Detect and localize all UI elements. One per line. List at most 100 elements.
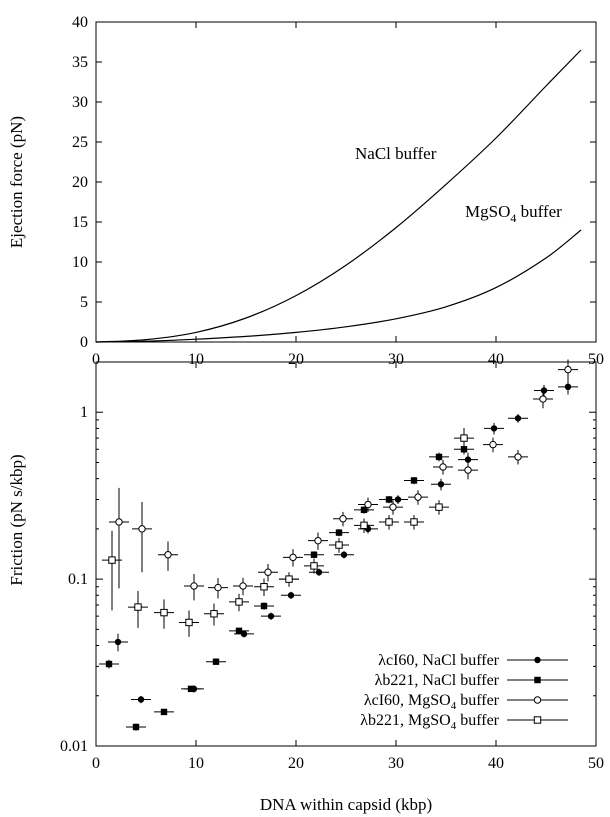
data-point	[335, 541, 343, 549]
x-axis-label: DNA within capsid (kbp)	[260, 795, 432, 814]
legend-label-tail: buffer	[456, 712, 499, 729]
data-point	[210, 610, 218, 618]
data-point	[289, 553, 297, 562]
data-point	[314, 536, 322, 545]
series-lines	[95, 49, 582, 343]
series-3	[102, 427, 474, 637]
data-point	[164, 551, 172, 559]
data-point	[360, 521, 368, 530]
data-point	[335, 529, 343, 536]
data-point	[235, 598, 243, 606]
legend-marker	[533, 696, 542, 704]
data-point	[264, 568, 272, 576]
x-tick-label: 30	[388, 351, 404, 368]
y-tick-label: 30	[72, 94, 88, 111]
axes: 0 10 20 30 40 50 0 5 10 15 20 25 30 35 40	[72, 14, 604, 368]
x-tick-label: 40	[488, 351, 504, 368]
data-point	[235, 627, 243, 635]
data-point	[310, 551, 318, 558]
y-tick-label: 15	[72, 214, 88, 231]
data-point	[489, 440, 497, 449]
friction-chart: Friction (pN s/kbp) DNA within capsid (k…	[7, 359, 604, 814]
data-point	[239, 582, 247, 590]
y-tick-label: 10	[72, 254, 88, 271]
data-point	[410, 477, 418, 484]
x-tick-label: 50	[588, 755, 604, 772]
data-point	[185, 618, 193, 627]
plot-frame	[95, 21, 597, 343]
legend-marker	[534, 656, 541, 664]
data-point	[435, 453, 443, 461]
y-axis-label: Ejection force (pN)	[7, 116, 26, 248]
data-point	[105, 660, 113, 668]
data-point	[539, 395, 547, 403]
data-point	[435, 503, 443, 511]
annotation-mgso4-sub: 4	[510, 211, 516, 225]
data-point	[339, 515, 347, 523]
y-tick-label: 5	[80, 294, 88, 311]
legend-label-main: λb221, MgSO	[360, 712, 450, 729]
data-point	[364, 500, 372, 509]
data-point	[460, 434, 468, 442]
data-point	[389, 503, 397, 511]
legend: λcI60, NaCl buffer λb221, NaCl buffer λcI6…	[360, 652, 568, 732]
data-point	[187, 685, 195, 693]
x-tick-label: 10	[188, 755, 204, 772]
data-point	[564, 365, 572, 374]
data-point	[285, 575, 293, 583]
data-point	[540, 387, 548, 394]
x-tick-label: 40	[488, 755, 504, 772]
data-point	[464, 456, 472, 463]
legend-marker	[534, 676, 541, 684]
legend-marker	[533, 716, 542, 724]
legend-label-sub: 4	[451, 700, 457, 712]
y-tick-label: 20	[72, 174, 88, 191]
x-tick-label: 0	[92, 755, 100, 772]
x-tick-label: 0	[92, 351, 100, 368]
data-point	[464, 466, 472, 474]
axes: 0 10 20 30 40 50 0.01 0.1 1	[60, 361, 604, 772]
nacl-force-curve	[95, 49, 582, 343]
data-point	[137, 696, 145, 703]
data-point	[160, 608, 168, 617]
data-point	[340, 551, 348, 558]
data-point	[514, 415, 522, 422]
legend-label: λb221, NaCl buffer	[375, 672, 500, 689]
data-point	[410, 518, 418, 526]
data-point	[260, 602, 268, 610]
data-point	[315, 569, 323, 576]
data-point	[212, 658, 220, 665]
annotation-nacl: NaCl buffer	[355, 144, 437, 163]
data-point	[115, 518, 123, 526]
data-point	[385, 518, 393, 526]
y-tick-label: 0.01	[60, 738, 88, 755]
mgso4-force-curve	[95, 229, 582, 343]
data-point	[414, 493, 422, 501]
data-point	[260, 583, 268, 591]
data-point	[138, 525, 146, 533]
legend-label: λb221, MgSO4 buffer	[360, 712, 499, 732]
data-point	[190, 582, 198, 590]
annotation-mgso4-tail: buffer	[516, 202, 562, 221]
data-point	[132, 723, 140, 731]
x-tick-label: 20	[288, 755, 304, 772]
data-point	[490, 425, 498, 432]
legend-label-main: λcI60, MgSO	[364, 692, 451, 709]
data-point	[310, 562, 318, 570]
y-tick-label: 35	[72, 54, 88, 71]
y-axis-label: Friction (pN s/kbp)	[7, 454, 26, 585]
x-tick-label: 20	[288, 351, 304, 368]
y-tick-label: 40	[72, 14, 88, 31]
data-point	[564, 383, 572, 391]
annotation-mgso4: MgSO4 buffer	[465, 202, 562, 225]
data-point	[214, 583, 222, 592]
ejection-force-chart: Ejection force (pN) 0 10 20 30 40 50 0 5 10 15 20 2…	[7, 14, 604, 368]
data-point	[240, 630, 248, 638]
legend-label-tail: buffer	[456, 692, 499, 709]
plot-frame	[95, 361, 597, 747]
series-2	[109, 359, 578, 601]
y-tick-label: 1	[80, 404, 88, 421]
legend-label: λcI60, MgSO4 buffer	[364, 692, 500, 712]
x-tick-label: 30	[388, 755, 404, 772]
